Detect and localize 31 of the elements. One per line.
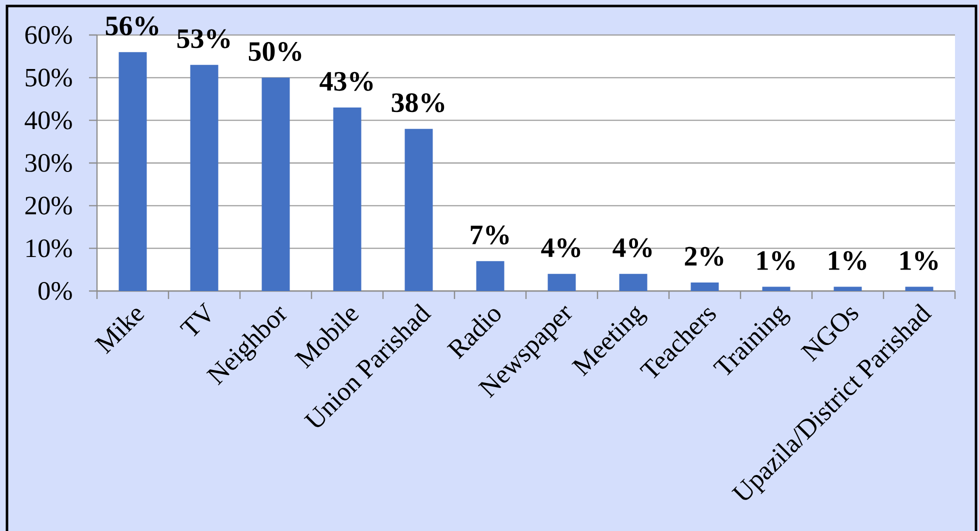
y-tick-label: 0% [38, 282, 72, 300]
bar [333, 108, 362, 291]
data-label: 4% [541, 238, 580, 258]
bar [190, 64, 218, 291]
bar [404, 128, 433, 291]
bar [476, 261, 504, 291]
bar [262, 78, 290, 291]
data-label: 1% [829, 251, 866, 270]
data-label: 50% [248, 42, 302, 62]
data-label: 38% [392, 93, 444, 112]
data-label: 7% [470, 226, 509, 245]
bar [548, 274, 576, 291]
bar [690, 282, 719, 291]
bar [834, 286, 862, 291]
data-label: 2% [684, 246, 724, 266]
data-label: 53% [177, 29, 230, 48]
data-label: 4% [612, 238, 652, 258]
y-tick-label: 10% [26, 239, 72, 258]
bar [619, 274, 648, 291]
y-tick-label: 40% [24, 111, 72, 130]
data-label: 43% [320, 72, 373, 91]
bar [905, 286, 934, 291]
y-tick-label: 20% [25, 196, 72, 215]
bar [118, 52, 147, 291]
data-label: 56% [106, 16, 158, 36]
y-tick-label: 60% [25, 26, 72, 44]
data-label: 1% [900, 251, 938, 270]
bar [762, 286, 790, 291]
y-tick-label: 30% [25, 154, 72, 172]
data-label: 1% [758, 251, 795, 270]
y-tick-label: 50% [26, 68, 72, 87]
